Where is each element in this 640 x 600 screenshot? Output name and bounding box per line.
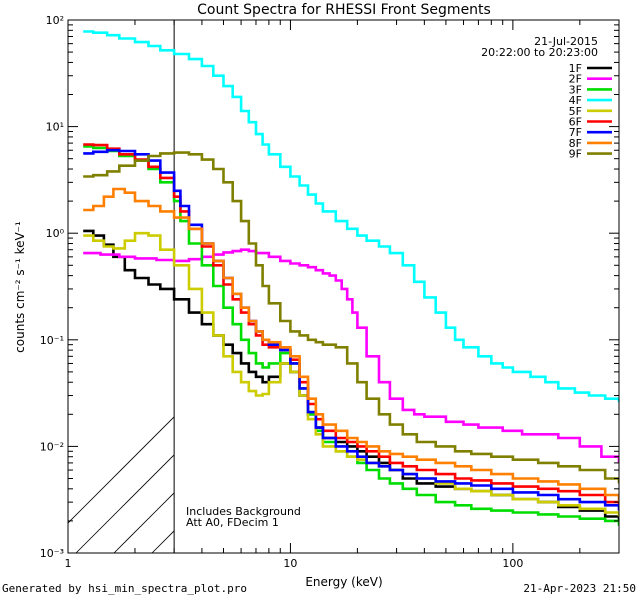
hatch-line bbox=[75, 454, 175, 553]
legend-label-7F: 7F bbox=[569, 126, 582, 139]
series-line-2F bbox=[83, 248, 619, 463]
chart-title: Count Spectra for RHESSI Front Segments bbox=[197, 2, 491, 18]
series-line-5F bbox=[83, 231, 619, 517]
background-hatch-region bbox=[68, 20, 640, 553]
y-tick-label: 10⁰ bbox=[46, 227, 65, 240]
hatch-line bbox=[113, 492, 175, 553]
legend-label-1F: 1F bbox=[569, 62, 582, 75]
legend-label-8F: 8F bbox=[569, 137, 582, 150]
series-group bbox=[83, 20, 619, 553]
legend-label-6F: 6F bbox=[569, 116, 582, 129]
y-tick-label: 10⁻² bbox=[40, 440, 64, 453]
annotation-background: Includes Background bbox=[186, 505, 301, 518]
series-line-8F bbox=[83, 187, 619, 503]
series-line-7F bbox=[83, 148, 619, 511]
hatch-line bbox=[608, 20, 640, 553]
legend-label-4F: 4F bbox=[569, 94, 582, 107]
x-tick-label: 100 bbox=[502, 557, 523, 570]
y-tick-label: 10⁻¹ bbox=[40, 334, 64, 347]
legend-label-5F: 5F bbox=[569, 105, 582, 118]
legend-label-2F: 2F bbox=[569, 73, 582, 86]
x-tick-label: 1 bbox=[65, 557, 72, 570]
time-label: 20:22:00 to 20:23:00 bbox=[481, 46, 598, 59]
series-line-4F bbox=[83, 30, 619, 403]
hatch-line bbox=[68, 416, 175, 524]
x-axis-label: Energy (keV) bbox=[305, 575, 382, 589]
x-tick-label: 10 bbox=[283, 557, 297, 570]
hatch-line bbox=[494, 20, 640, 553]
y-tick-label: 10¹ bbox=[46, 121, 64, 134]
date-label: 21-Jul-2015 bbox=[534, 35, 598, 48]
y-tick-label: 10⁻³ bbox=[40, 547, 64, 560]
hatch-line bbox=[456, 20, 640, 553]
timestamp-label: 21-Apr-2023 21:50 bbox=[523, 582, 636, 595]
hatch-line bbox=[151, 530, 175, 553]
generated-by-label: Generated by hsi_min_spectra_plot.pro bbox=[2, 582, 248, 595]
series-line-3F bbox=[83, 145, 619, 526]
hatch-line bbox=[532, 20, 640, 553]
legend-label-9F: 9F bbox=[569, 148, 582, 161]
y-tick-label: 10² bbox=[46, 14, 64, 27]
legend-label-3F: 3F bbox=[569, 83, 582, 96]
plot-frame bbox=[67, 19, 620, 554]
annotation-attenuator: Att A0, FDecim 1 bbox=[186, 516, 279, 529]
y-axis-label: counts cm⁻² s⁻¹ keV⁻¹ bbox=[13, 221, 27, 353]
series-line-9F bbox=[83, 151, 619, 484]
axes: 1 10 100 10⁻³ 10⁻² 10⁻¹ 10⁰ 10¹ 10² bbox=[40, 14, 620, 570]
